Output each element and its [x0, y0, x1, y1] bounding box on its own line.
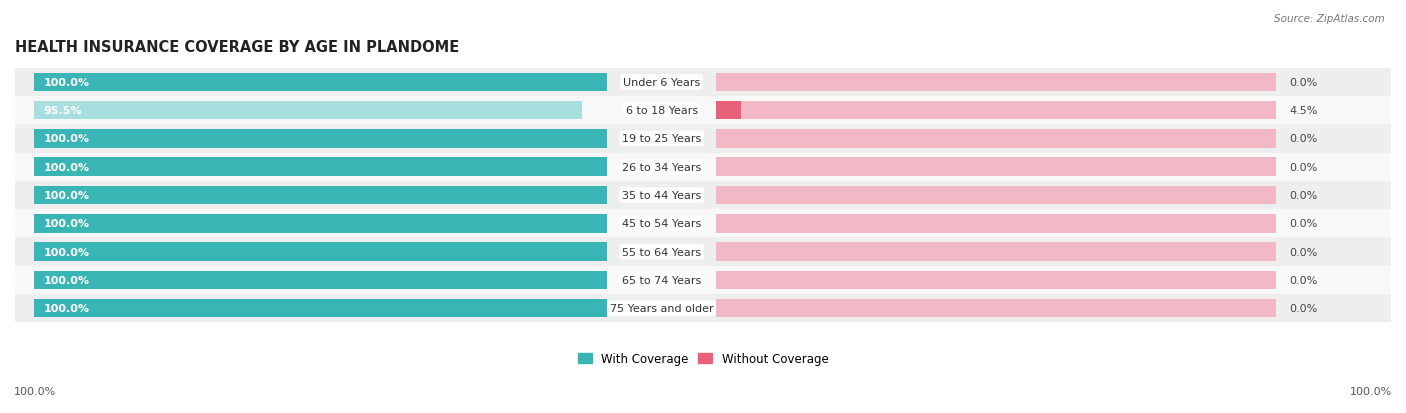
Bar: [34, 215, 607, 233]
Bar: [716, 186, 1277, 205]
Text: 100.0%: 100.0%: [44, 219, 90, 229]
Text: 100.0%: 100.0%: [44, 304, 90, 313]
Bar: [15, 69, 1391, 97]
Text: 26 to 34 Years: 26 to 34 Years: [621, 162, 702, 172]
Text: 65 to 74 Years: 65 to 74 Years: [621, 275, 702, 285]
Text: 0.0%: 0.0%: [1289, 304, 1317, 313]
Text: 100.0%: 100.0%: [44, 134, 90, 144]
Bar: [716, 243, 1277, 261]
Text: HEALTH INSURANCE COVERAGE BY AGE IN PLANDOME: HEALTH INSURANCE COVERAGE BY AGE IN PLAN…: [15, 40, 460, 55]
Text: 100.0%: 100.0%: [44, 247, 90, 257]
Bar: [15, 266, 1391, 294]
Bar: [716, 130, 1277, 148]
Bar: [15, 238, 1391, 266]
Text: 0.0%: 0.0%: [1289, 162, 1317, 172]
Bar: [15, 181, 1391, 210]
Text: 45 to 54 Years: 45 to 54 Years: [621, 219, 702, 229]
Bar: [15, 294, 1391, 323]
Text: 0.0%: 0.0%: [1289, 219, 1317, 229]
Text: 0.0%: 0.0%: [1289, 275, 1317, 285]
Text: 0.0%: 0.0%: [1289, 78, 1317, 88]
Text: 100.0%: 100.0%: [14, 387, 56, 396]
Bar: [34, 74, 607, 92]
Text: 75 Years and older: 75 Years and older: [610, 304, 713, 313]
Bar: [34, 102, 582, 120]
Text: Under 6 Years: Under 6 Years: [623, 78, 700, 88]
Bar: [716, 299, 1277, 318]
Text: 0.0%: 0.0%: [1289, 247, 1317, 257]
Text: 4.5%: 4.5%: [1289, 106, 1317, 116]
Text: 19 to 25 Years: 19 to 25 Years: [621, 134, 702, 144]
Text: 100.0%: 100.0%: [44, 162, 90, 172]
Text: 100.0%: 100.0%: [1350, 387, 1392, 396]
Bar: [15, 97, 1391, 125]
Bar: [15, 153, 1391, 181]
Bar: [15, 210, 1391, 238]
Bar: [34, 271, 607, 290]
Legend: With Coverage, Without Coverage: With Coverage, Without Coverage: [578, 352, 828, 365]
Bar: [716, 158, 1277, 176]
Text: 100.0%: 100.0%: [44, 190, 90, 201]
Bar: [34, 243, 607, 261]
Bar: [716, 102, 1277, 120]
Text: 0.0%: 0.0%: [1289, 134, 1317, 144]
Text: 35 to 44 Years: 35 to 44 Years: [621, 190, 702, 201]
Text: 0.0%: 0.0%: [1289, 190, 1317, 201]
Text: 95.5%: 95.5%: [44, 106, 82, 116]
Bar: [15, 125, 1391, 153]
Text: 55 to 64 Years: 55 to 64 Years: [621, 247, 702, 257]
Bar: [716, 74, 1277, 92]
Bar: [34, 186, 607, 205]
Text: Source: ZipAtlas.com: Source: ZipAtlas.com: [1274, 14, 1385, 24]
Bar: [716, 102, 741, 120]
Text: 6 to 18 Years: 6 to 18 Years: [626, 106, 697, 116]
Bar: [716, 215, 1277, 233]
Bar: [34, 299, 607, 318]
Text: 100.0%: 100.0%: [44, 78, 90, 88]
Text: 100.0%: 100.0%: [44, 275, 90, 285]
Bar: [716, 271, 1277, 290]
Bar: [34, 130, 607, 148]
Bar: [34, 158, 607, 176]
